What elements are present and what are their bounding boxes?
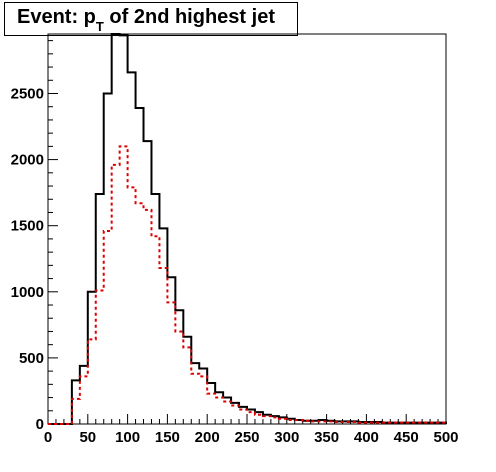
x-tick-label: 0 — [44, 429, 52, 446]
y-tick-label: 500 — [19, 350, 44, 367]
x-tick-label: 450 — [394, 429, 419, 446]
x-tick-label: 150 — [155, 429, 180, 446]
x-tick-label: 350 — [314, 429, 339, 446]
x-tick-label: 100 — [115, 429, 140, 446]
y-tick-label: 1000 — [11, 284, 44, 301]
histogram-series-black-solid — [48, 33, 447, 425]
chart-title: Event: pT of 2nd highest jet — [17, 6, 275, 34]
histogram-series-red-dashed — [48, 145, 447, 425]
x-tick-label: 500 — [433, 429, 458, 446]
x-tick-label: 50 — [79, 429, 96, 446]
chart-title-box: Event: pT of 2nd highest jet — [4, 2, 298, 36]
chart-title-subscript: T — [95, 19, 104, 34]
x-tick-label: 200 — [195, 429, 220, 446]
x-tick-label: 300 — [274, 429, 299, 446]
y-tick-label: 2000 — [11, 152, 44, 169]
chart-title-post: of 2nd highest jet — [103, 6, 275, 28]
y-tick-label: 1500 — [11, 218, 44, 235]
chart-title-pre: Event: p — [17, 6, 96, 28]
y-tick-label: 2500 — [11, 85, 44, 102]
y-tick-label: 0 — [36, 416, 44, 433]
x-tick-label: 250 — [234, 429, 259, 446]
x-tick-label: 400 — [354, 429, 379, 446]
